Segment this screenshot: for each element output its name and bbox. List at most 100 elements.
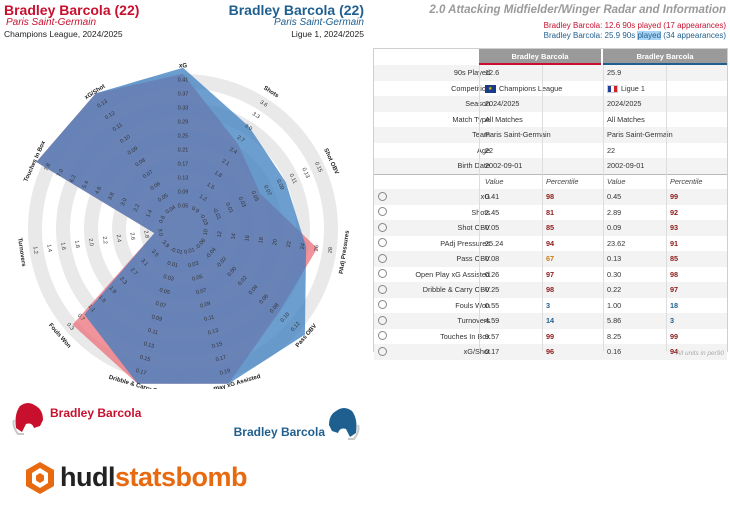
player2-value: Paris Saint-Germain — [607, 130, 673, 139]
tick-label: 16 — [244, 235, 251, 242]
tick-label: 4.6 — [94, 186, 103, 195]
player2-percentile: 92 — [670, 207, 679, 217]
info-row: Team Paris Saint-Germain Paris Saint-Germa… — [374, 127, 727, 143]
tick-label: 1.4 — [45, 244, 52, 252]
player2-value: 5.86 — [607, 316, 622, 325]
tick-label: 0.41 — [178, 77, 189, 83]
metric-icon — [378, 300, 387, 309]
metric-icon — [378, 191, 387, 201]
player2-value: 22 — [607, 145, 616, 155]
axis-label: PAdj Pressures — [339, 229, 351, 274]
metric-icon — [378, 238, 387, 247]
value-head: Value — [485, 176, 504, 186]
tick-label: 0.10 — [119, 134, 131, 145]
section-divider — [374, 173, 727, 175]
player1-value: 4.59 — [485, 316, 500, 325]
tick-label: 2.3 — [118, 276, 128, 286]
player1-value: 0.05 — [485, 223, 500, 232]
tick-label: 0.04 — [248, 284, 260, 296]
player1-percentile: 85 — [546, 223, 555, 232]
player2-percentile: 85 — [670, 254, 679, 263]
subtitle2-post: (34 appearances) — [661, 31, 726, 40]
tick-label: 1.5 — [97, 295, 107, 305]
tick-label: 6.2 — [69, 174, 78, 183]
player1-value: All Matches — [485, 114, 523, 124]
column-separator — [603, 65, 604, 351]
player1-value: 9.57 — [485, 331, 500, 341]
player1-percentile: 98 — [546, 285, 555, 294]
metric-icon — [378, 284, 387, 294]
row-label: Competition — [451, 83, 490, 93]
player1-value: 25.24 — [485, 238, 504, 248]
metric-label: xG — [480, 192, 490, 201]
player1-value: 22 — [485, 145, 494, 155]
tick-label: 0.11 — [147, 328, 159, 337]
player2-value: 0.13 — [607, 254, 622, 263]
metric-label: Fouls Won — [455, 300, 490, 310]
player2-value: 8.25 — [607, 331, 622, 341]
player2-team: Paris Saint-Germain — [273, 17, 364, 28]
player1-value: 0.55 — [485, 300, 500, 310]
tick-label: 1.2 — [32, 246, 39, 254]
statsbomb-logo-icon — [26, 462, 54, 494]
metric-label: xG/Shot — [463, 347, 490, 356]
tick-label: 2.4 — [228, 147, 238, 156]
tick-label: 14 — [231, 233, 238, 240]
tick-label: 26 — [314, 245, 321, 252]
metric-row: Fouls Won 0.55 3 1.00 18 — [374, 298, 727, 314]
metric-label: Dribble & Carry OBV — [422, 285, 490, 294]
tick-label: 0.15 — [211, 341, 223, 350]
subtitle2-pre: Bradley Barcola: 25.9 90s — [543, 31, 638, 40]
metric-label: Shot OBV — [457, 223, 490, 232]
tick-label: 1.1 — [86, 304, 96, 314]
tick-label: 0.05 — [250, 190, 260, 202]
tick-label: 24 — [300, 243, 307, 250]
player2-percentile: 98 — [670, 269, 679, 279]
player2-value: 0.30 — [607, 269, 622, 279]
tick-label: 3.0 — [156, 228, 163, 236]
tick-label: 0.15 — [139, 355, 151, 364]
metrics-header-row: Value Percentile Value Percentile — [374, 174, 727, 190]
row-label: Age — [477, 145, 490, 155]
player2-value: 0.09 — [607, 223, 622, 232]
metric-icon — [378, 331, 387, 340]
player1-value: 0.26 — [485, 269, 500, 279]
info-row: 90s Played 12.6 25.9 — [374, 65, 727, 81]
metric-label: PAdj Pressures — [440, 238, 490, 248]
player2-value: Ligue 1 — [607, 81, 645, 97]
player1-percentile: 94 — [546, 238, 555, 248]
tick-label: 0.04 — [165, 205, 177, 216]
radar-chart: 0.05 0.09 0.13 0.17 0.21 0.25 0.29 0.33 0.37 0.41… — [16, 64, 351, 389]
tick-label: 0.09 — [199, 301, 211, 310]
player2-percentile: 93 — [670, 223, 679, 232]
metric-row: Open Play xG Assisted 0.26 97 0.30 98 — [374, 267, 727, 283]
table-head-player2: Bradley Barcola — [603, 49, 727, 65]
player1-value: 0.41 — [485, 192, 500, 201]
logo-part2: statsbomb — [114, 462, 248, 492]
player2-value: 23.62 — [607, 238, 626, 248]
tick-label: 7.0 — [56, 168, 65, 177]
player1-percentile: 97 — [546, 269, 555, 279]
tick-label: 0.17 — [135, 368, 147, 377]
column-separator — [542, 65, 543, 351]
player2-percentile: 3 — [670, 316, 675, 325]
tick-label: 3.3 — [251, 111, 261, 120]
table-head-player1: Bradley Barcola — [479, 49, 601, 65]
tick-label: 0.03 — [162, 274, 174, 283]
tick-label: 0.12 — [290, 321, 302, 333]
player2-percentile: 18 — [670, 300, 679, 310]
tick-label: 10 — [203, 229, 210, 236]
tick-label: 0.12 — [104, 110, 116, 121]
tick-label: 0.01 — [184, 247, 196, 256]
metric-icon — [378, 315, 387, 325]
tick-label: 0.09 — [178, 189, 189, 195]
tick-label: 0.05 — [157, 193, 169, 204]
player2-value: 25.9 — [607, 68, 622, 77]
tick-label: 22 — [286, 241, 293, 248]
tick-label: 3.5 — [150, 249, 160, 259]
tick-label: 0.15 — [313, 161, 323, 173]
metric-row: Turnovers 4.59 14 5.86 3 — [374, 313, 727, 329]
player2-percentile: 94 — [670, 347, 679, 356]
percentile-head: Percentile — [546, 176, 579, 186]
row-label: Birth Date — [457, 161, 490, 170]
